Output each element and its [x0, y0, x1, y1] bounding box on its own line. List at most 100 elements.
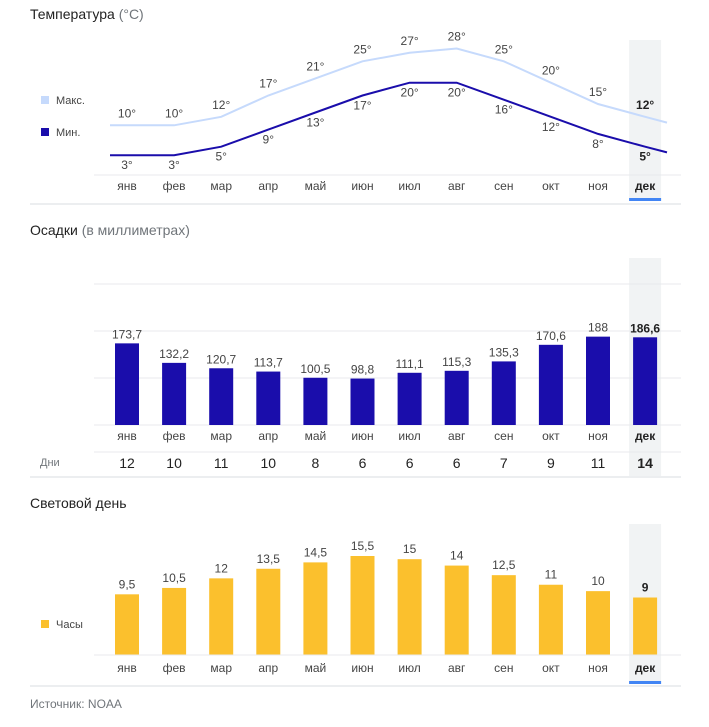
daylight-month-label-5: июн	[351, 661, 373, 675]
precipitation-title-text: Осадки	[30, 222, 78, 238]
temp-max-label-8: 25°	[495, 42, 513, 56]
temp-month-label-2: мар	[210, 179, 232, 193]
temperature-title-unit: (°C)	[118, 6, 144, 22]
precip-days-value-11: 14	[637, 455, 653, 471]
daylight-month-label-6: июл	[398, 661, 420, 675]
precip-days-label: Дни	[40, 457, 60, 469]
daylight-month-label-4: май	[305, 661, 327, 675]
temp-max-label-11: 12°	[636, 98, 654, 112]
temp-min-label-11: 5°	[639, 150, 651, 164]
daylight-bar-2	[209, 578, 234, 655]
precip-days-value-1: 10	[166, 455, 182, 471]
precip-value-label-4: 100,5	[300, 362, 330, 376]
daylight-month-label-3: апр	[258, 661, 278, 675]
daylight-month-label-2: мар	[210, 661, 232, 675]
temperature-max-line	[110, 47, 668, 127]
precip-value-label-3: 113,7	[254, 356, 283, 370]
precip-days-value-4: 8	[312, 455, 320, 471]
temp-month-label-9: окт	[542, 179, 560, 193]
precip-month-label-6: июл	[398, 429, 420, 443]
temp-max-label-0: 10°	[118, 106, 136, 120]
precip-days-value-10: 11	[591, 455, 606, 471]
temp-min-label-2: 5°	[215, 150, 227, 164]
temp-month-label-3: апр	[258, 179, 278, 193]
precip-days-value-6: 6	[406, 455, 414, 471]
temp-min-label-10: 8°	[592, 137, 604, 151]
daylight-bar-7	[444, 565, 469, 655]
daylight-value-label-6: 15	[403, 542, 417, 556]
precip-bar-5	[350, 378, 375, 425]
daylight-value-label-7: 14	[450, 549, 464, 563]
daylight-month-label-11: дек	[635, 661, 656, 675]
source-note: Источник: NOAA	[30, 697, 122, 711]
legend-min-label: Мин.	[56, 127, 80, 139]
precip-value-label-0: 173,7	[112, 327, 142, 341]
precip-month-label-11: дек	[635, 429, 656, 443]
daylight-bar-3	[256, 568, 281, 655]
daylight-value-label-11: 9	[642, 581, 649, 595]
daylight-title-text: Световой день	[30, 495, 127, 511]
temp-max-label-3: 17°	[259, 76, 277, 90]
precip-month-label-7: авг	[448, 429, 466, 443]
daylight-month-label-1: фев	[163, 661, 186, 675]
temperature-title-text: Температура	[30, 6, 115, 22]
temp-min-label-9: 12°	[542, 120, 560, 134]
precip-bar-11	[633, 337, 658, 425]
temp-max-label-10: 15°	[589, 85, 607, 99]
precip-days-value-5: 6	[359, 455, 367, 471]
precip-month-label-4: май	[305, 429, 327, 443]
daylight-value-label-3: 13,5	[257, 552, 281, 566]
daylight-value-label-10: 10	[591, 574, 605, 588]
temp-month-label-10: ноя	[588, 179, 608, 193]
precip-value-label-9: 170,6	[536, 329, 566, 343]
temp-max-label-1: 10°	[165, 106, 183, 120]
daylight-bar-11	[633, 597, 658, 655]
temperature-min-line	[110, 81, 668, 157]
precip-days-value-8: 7	[500, 455, 508, 471]
precip-days-value-3: 10	[261, 455, 277, 471]
precip-days-value-7: 6	[453, 455, 461, 471]
precipitation-title: Осадки (в миллиметрах)	[30, 222, 190, 238]
precip-bar-4	[303, 377, 328, 425]
precip-value-label-6: 111,1	[395, 357, 424, 371]
daylight-value-label-8: 12,5	[492, 558, 516, 572]
daylight-value-label-9: 11	[545, 568, 558, 582]
temp-month-label-0: янв	[117, 179, 137, 193]
daylight-value-label-2: 12	[215, 561, 229, 575]
temp-max-label-6: 27°	[401, 34, 419, 48]
temp-max-label-2: 12°	[212, 98, 230, 112]
temp-max-label-5: 25°	[353, 42, 371, 56]
precip-bar-6	[397, 372, 422, 425]
temp-min-label-3: 9°	[263, 133, 275, 147]
precip-bar-2	[209, 368, 234, 425]
precip-bar-0	[115, 343, 139, 425]
daylight-bar-0	[115, 594, 139, 655]
daylight-legend-label: Часы	[56, 619, 83, 631]
precip-days-value-9: 9	[547, 455, 555, 471]
daylight-bar-8	[491, 575, 516, 655]
precipitation-title-unit: (в миллиметрах)	[81, 222, 190, 238]
precip-bar-1	[162, 362, 187, 425]
temp-month-label-7: авг	[448, 179, 466, 193]
temp-min-label-4: 13°	[306, 116, 324, 130]
daylight-value-label-4: 14,5	[304, 545, 328, 559]
precip-value-label-7: 115,3	[442, 355, 471, 369]
daylight-month-label-9: окт	[542, 661, 560, 675]
precip-value-label-1: 132,2	[159, 347, 189, 361]
temp-month-label-11: дек	[635, 179, 656, 193]
precip-month-label-8: сен	[494, 429, 513, 443]
daylight-title: Световой день	[30, 495, 127, 511]
daylight-value-label-1: 10,5	[162, 571, 186, 585]
precip-value-label-5: 98,8	[351, 363, 375, 377]
precip-value-label-10: 188	[588, 321, 608, 335]
precip-bar-8	[491, 361, 516, 425]
daylight-bar-1	[162, 587, 187, 655]
temp-month-label-5: июн	[351, 179, 373, 193]
precip-month-label-1: фев	[163, 429, 186, 443]
temperature-selected-underline	[629, 198, 662, 201]
temp-max-label-4: 21°	[306, 59, 324, 73]
precip-value-label-11: 186,6	[630, 321, 660, 335]
precip-days-value-2: 11	[214, 455, 229, 471]
